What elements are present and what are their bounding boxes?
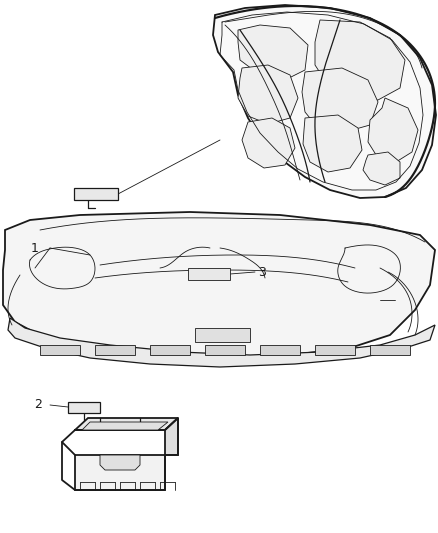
Polygon shape [260, 345, 300, 355]
Polygon shape [75, 418, 178, 430]
Polygon shape [363, 152, 400, 185]
Polygon shape [74, 188, 118, 200]
Polygon shape [68, 402, 100, 413]
Polygon shape [368, 98, 418, 162]
Polygon shape [100, 455, 140, 470]
Polygon shape [238, 25, 308, 80]
Polygon shape [238, 65, 298, 124]
Polygon shape [315, 345, 355, 355]
Polygon shape [205, 345, 245, 355]
Polygon shape [188, 268, 230, 280]
Polygon shape [302, 68, 378, 132]
Polygon shape [150, 345, 190, 355]
Polygon shape [82, 422, 168, 430]
Polygon shape [315, 20, 405, 100]
Polygon shape [303, 115, 362, 172]
Polygon shape [370, 345, 410, 355]
Polygon shape [8, 318, 435, 367]
Text: 3: 3 [258, 265, 266, 279]
Polygon shape [75, 455, 165, 490]
Text: 1: 1 [31, 241, 39, 254]
Polygon shape [95, 345, 135, 355]
Text: 2: 2 [34, 399, 42, 411]
Polygon shape [213, 5, 436, 198]
Polygon shape [195, 328, 250, 342]
Polygon shape [242, 118, 295, 168]
Polygon shape [40, 345, 80, 355]
Polygon shape [3, 212, 435, 358]
Polygon shape [165, 418, 178, 455]
